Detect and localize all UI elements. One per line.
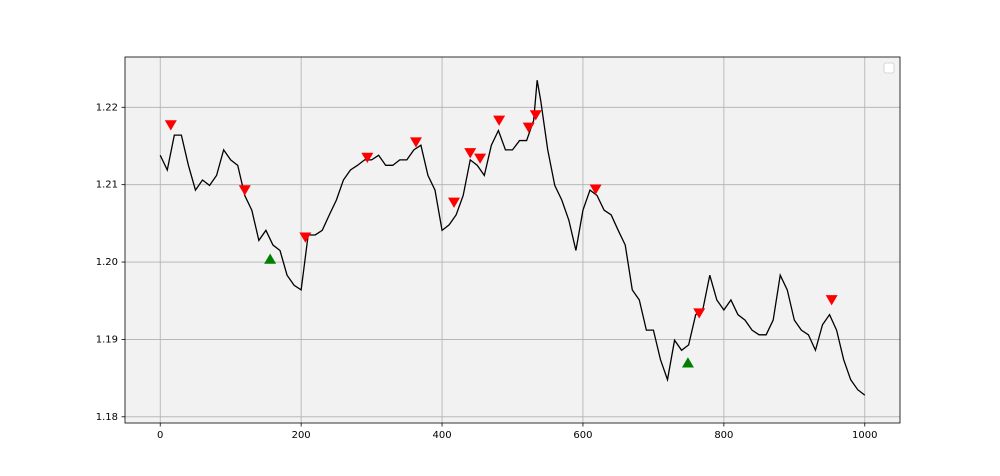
sell-marker <box>299 232 312 243</box>
x-tick-label: 600 <box>573 430 592 441</box>
sell-marker <box>409 137 422 148</box>
legend <box>883 62 895 74</box>
plot-area <box>125 57 900 423</box>
x-tick-label: 0 <box>157 430 163 441</box>
sell-marker <box>522 122 535 133</box>
sell-marker <box>529 110 542 121</box>
y-tick-label: 1.20 <box>96 257 118 268</box>
grid <box>125 57 900 423</box>
marks <box>159 80 866 396</box>
sell-marker <box>474 153 487 164</box>
x-tick-label: 200 <box>292 430 311 441</box>
x-tick-label: 800 <box>714 430 733 441</box>
y-tick-label: 1.18 <box>96 412 118 423</box>
plot-frame <box>124 56 901 424</box>
x-tick-label: 400 <box>432 430 451 441</box>
x-tick-label: 1000 <box>852 430 877 441</box>
buy-marker <box>264 253 277 264</box>
y-tick-label: 1.21 <box>96 180 118 191</box>
sell-marker <box>238 185 251 196</box>
y-tick-label: 1.19 <box>96 334 118 345</box>
sell-marker <box>825 295 838 306</box>
sell-marker <box>693 308 706 319</box>
sell-marker <box>464 148 477 159</box>
price-line <box>159 80 866 396</box>
sell-marker <box>493 115 506 126</box>
sell-marker <box>589 184 602 195</box>
sell-marker <box>164 120 177 131</box>
buy-marker <box>681 357 694 368</box>
y-tick-label: 1.22 <box>96 102 118 113</box>
sell-marker <box>361 152 374 163</box>
sell-marker <box>448 197 461 208</box>
ticks: 0 200 400 600 800 1000 1.18 1.19 1.20 1.21 1.22 <box>96 102 878 441</box>
